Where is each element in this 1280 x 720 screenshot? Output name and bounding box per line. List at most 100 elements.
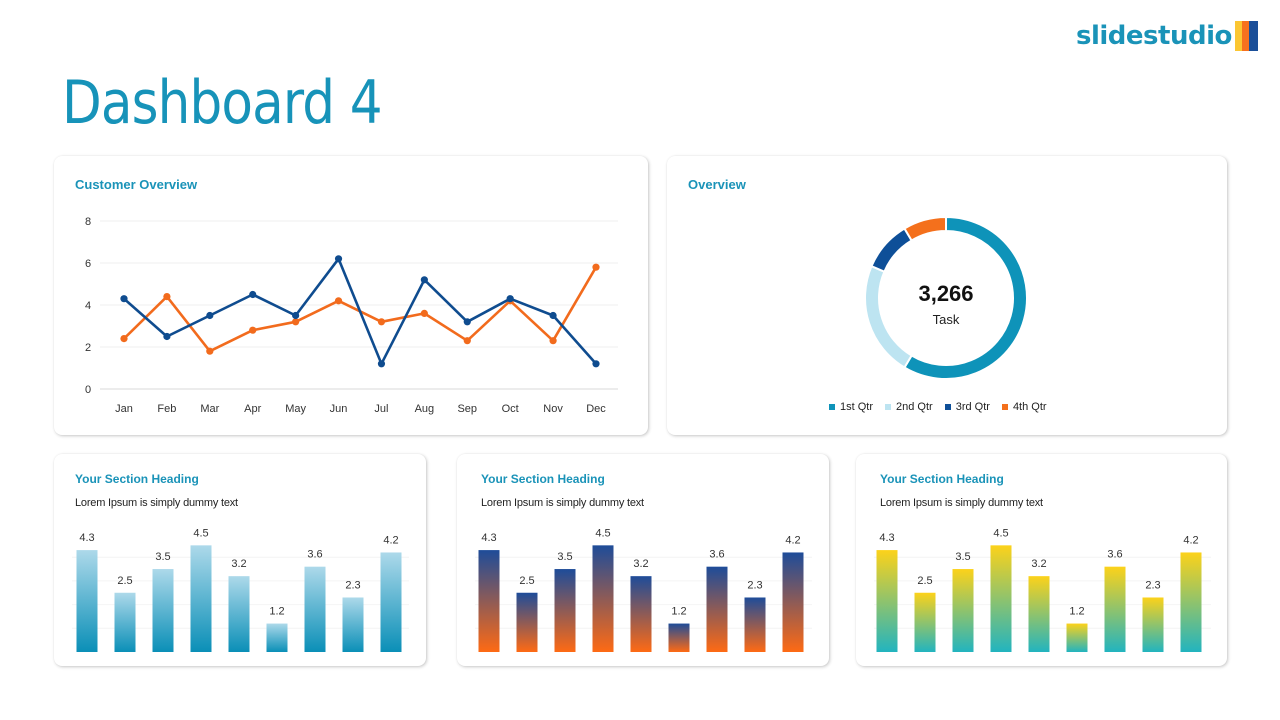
customer-overview-title: Customer Overview xyxy=(75,177,198,192)
bar xyxy=(876,550,898,652)
data-point xyxy=(249,326,257,334)
data-label: 3.6 xyxy=(709,549,724,561)
data-label: 4.5 xyxy=(595,527,610,539)
bar xyxy=(304,566,326,652)
section-heading: Your Section Heading xyxy=(880,472,1004,486)
bar xyxy=(914,592,936,652)
legend-swatch xyxy=(885,404,892,410)
customer-overview-card: Customer Overview 0 2 4 6 8 Jan Feb Mar Apr May Ju… xyxy=(54,156,648,435)
data-label: 4.2 xyxy=(383,534,398,546)
legend-item: 1st Qtr xyxy=(829,401,873,413)
data-point xyxy=(334,297,343,305)
donut-legend: 1st Qtr 2nd Qtr 3rd Qtr 4th Qtr xyxy=(829,401,1047,413)
brand-mark-icon xyxy=(1234,21,1259,51)
data-label: 4.2 xyxy=(1183,534,1198,546)
bar xyxy=(554,569,576,652)
bar xyxy=(76,550,98,652)
x-tick-label: Nov xyxy=(543,403,563,415)
section-card-3: Your Section Heading Lorem Ipsum is simp… xyxy=(856,454,1227,666)
data-point xyxy=(592,263,600,271)
bar xyxy=(228,576,250,652)
bar xyxy=(706,566,728,652)
bar xyxy=(152,569,174,652)
bar xyxy=(190,545,212,652)
x-tick-label: Dec xyxy=(586,403,606,415)
bar xyxy=(380,552,402,652)
section-card-2: Your Section Heading Lorem Ipsum is simp… xyxy=(457,454,829,666)
data-point xyxy=(206,347,214,355)
donut-center-value: 3,266 xyxy=(918,281,974,306)
bar xyxy=(114,592,136,652)
y-tick-label: 8 xyxy=(85,216,91,228)
x-tick-label: Oct xyxy=(502,403,519,415)
donut-chart xyxy=(864,215,1028,380)
section-heading: Your Section Heading xyxy=(481,472,605,486)
bar xyxy=(782,552,804,652)
y-tick-label: 2 xyxy=(85,342,91,354)
data-label: 4.5 xyxy=(993,527,1008,539)
legend-swatch xyxy=(944,404,951,410)
bar-chart-3: 4.3 2.5 3.5 4.5 3.2 1.2 3.6 2.3 4.2 xyxy=(874,527,1211,652)
data-label: 2.3 xyxy=(345,579,360,591)
data-point xyxy=(592,360,600,368)
data-point xyxy=(249,290,257,299)
bar xyxy=(516,592,538,652)
data-label: 1.2 xyxy=(1069,606,1084,618)
data-label: 2.5 xyxy=(519,575,534,587)
bar xyxy=(342,597,364,652)
data-label: 3.5 xyxy=(155,551,170,563)
bar-chart-2: 4.3 2.5 3.5 4.5 3.2 1.2 3.6 2.3 4.2 xyxy=(475,527,812,652)
data-label: 3.2 xyxy=(1031,558,1046,570)
data-label: 4.2 xyxy=(785,534,800,546)
bar xyxy=(990,545,1012,652)
bar xyxy=(1028,576,1050,652)
data-point xyxy=(120,295,128,303)
data-point xyxy=(163,293,171,301)
bar xyxy=(1180,552,1202,652)
bar xyxy=(668,623,690,652)
data-point xyxy=(420,276,428,284)
x-tick-label: Aug xyxy=(415,403,435,415)
brand-name: slidestudio xyxy=(1076,21,1232,51)
data-point xyxy=(463,318,471,326)
data-label: 2.3 xyxy=(747,579,762,591)
bar-chart-1: 4.3 2.5 3.5 4.5 3.2 1.2 3.6 2.3 4.2 xyxy=(72,527,409,652)
bar xyxy=(1066,623,1088,652)
section-subtext: Lorem Ipsum is simply dummy text xyxy=(481,497,644,509)
overview-title: Overview xyxy=(688,177,746,192)
bar xyxy=(478,550,500,652)
donut-slice-3rd-qtr xyxy=(870,227,914,273)
y-tick-label: 6 xyxy=(85,258,91,270)
line-chart: 0 2 4 6 8 Jan Feb Mar Apr May Jun Jul Aug Sep Oct Nov De… xyxy=(85,216,618,415)
data-point xyxy=(292,318,300,326)
section-subtext: Lorem Ipsum is simply dummy text xyxy=(75,497,238,509)
data-point xyxy=(377,318,386,326)
page-title: Dashboard 4 xyxy=(62,68,383,138)
data-point xyxy=(334,255,343,263)
data-point xyxy=(206,311,214,320)
section-subtext: Lorem Ipsum is simply dummy text xyxy=(880,497,1043,509)
bar xyxy=(266,623,288,652)
legend-label: 3rd Qtr xyxy=(955,401,990,413)
bar xyxy=(630,576,652,652)
x-tick-label: Jun xyxy=(330,403,348,415)
data-label: 4.3 xyxy=(79,532,94,544)
data-label: 1.2 xyxy=(269,606,284,618)
legend-label: 1st Qtr xyxy=(840,401,874,413)
legend-item: 3rd Qtr xyxy=(944,401,990,413)
data-point xyxy=(463,337,471,345)
legend-swatch xyxy=(829,404,835,410)
bar xyxy=(592,545,614,652)
data-label: 1.2 xyxy=(671,606,686,618)
legend-label: 2nd Qtr xyxy=(896,401,933,413)
x-tick-label: Mar xyxy=(200,403,219,415)
x-tick-label: Jan xyxy=(115,403,133,415)
x-tick-label: Apr xyxy=(244,403,261,415)
brand-logo: slidestudio xyxy=(1076,18,1259,54)
data-point xyxy=(420,309,428,317)
bar xyxy=(1142,597,1164,652)
data-label: 4.5 xyxy=(193,527,208,539)
data-label: 3.6 xyxy=(307,549,322,561)
data-label: 3.5 xyxy=(557,551,572,563)
section-heading: Your Section Heading xyxy=(75,472,199,486)
